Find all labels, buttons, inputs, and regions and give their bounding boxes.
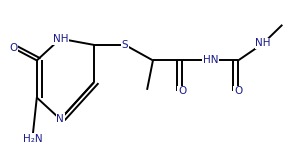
Text: NH: NH bbox=[52, 34, 68, 44]
Text: H₂N: H₂N bbox=[22, 134, 42, 144]
Text: O: O bbox=[234, 86, 242, 96]
Text: O: O bbox=[178, 86, 187, 96]
Text: HN: HN bbox=[202, 55, 218, 65]
Text: NH: NH bbox=[255, 38, 271, 48]
Text: O: O bbox=[9, 43, 17, 53]
Text: S: S bbox=[122, 40, 128, 50]
Text: N: N bbox=[56, 114, 64, 124]
